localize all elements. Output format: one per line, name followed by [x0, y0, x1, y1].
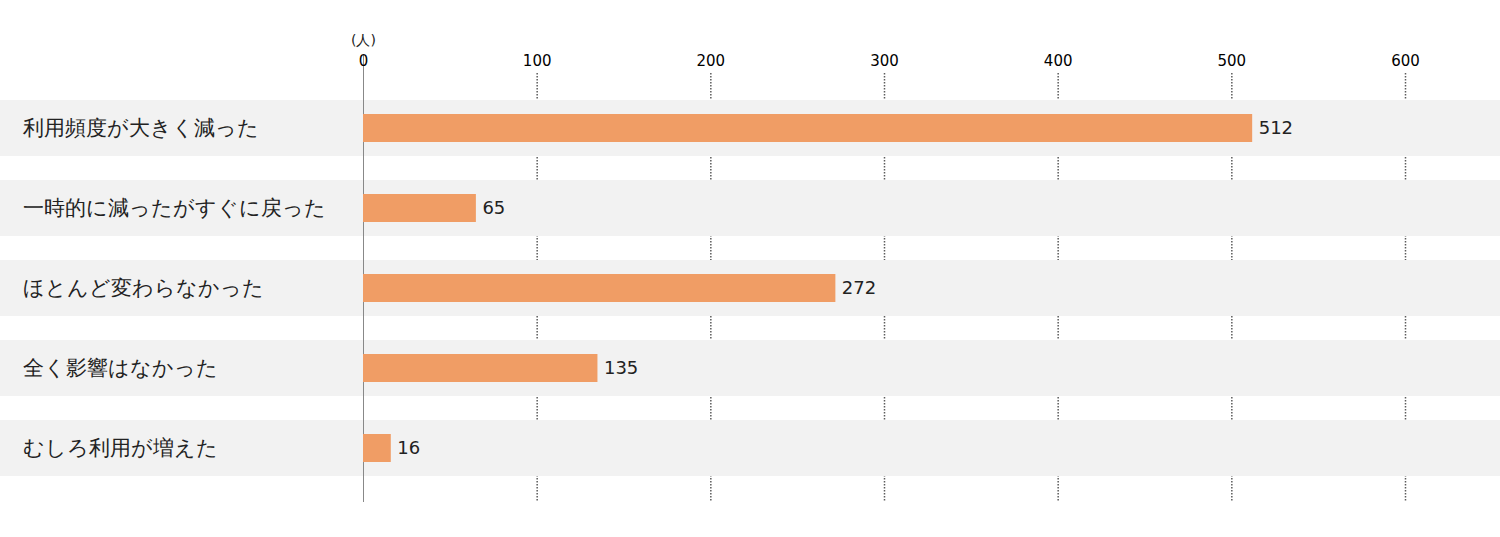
svg-text:600: 600: [1391, 52, 1420, 70]
svg-text:135: 135: [604, 357, 638, 378]
svg-text:0: 0: [359, 52, 369, 70]
svg-text:400: 400: [1044, 52, 1073, 70]
svg-text:一時的に減ったがすぐに戻った: 一時的に減ったがすぐに戻った: [23, 196, 326, 220]
svg-text:16: 16: [397, 437, 420, 458]
svg-text:512: 512: [1259, 117, 1293, 138]
svg-text:272: 272: [842, 277, 876, 298]
svg-text:利用頻度が大きく減った: 利用頻度が大きく減った: [23, 116, 259, 140]
svg-text:ほとんど変わらなかった: ほとんど変わらなかった: [23, 276, 264, 300]
svg-text:むしろ利用が増えた: むしろ利用が増えた: [23, 436, 218, 460]
svg-text:65: 65: [482, 197, 505, 218]
svg-text:300: 300: [870, 52, 899, 70]
svg-text:200: 200: [697, 52, 726, 70]
svg-text:100: 100: [523, 52, 552, 70]
svg-text:全く影響はなかった: 全く影響はなかった: [23, 356, 218, 380]
svg-text:(人): (人): [351, 32, 376, 48]
svg-text:500: 500: [1218, 52, 1247, 70]
